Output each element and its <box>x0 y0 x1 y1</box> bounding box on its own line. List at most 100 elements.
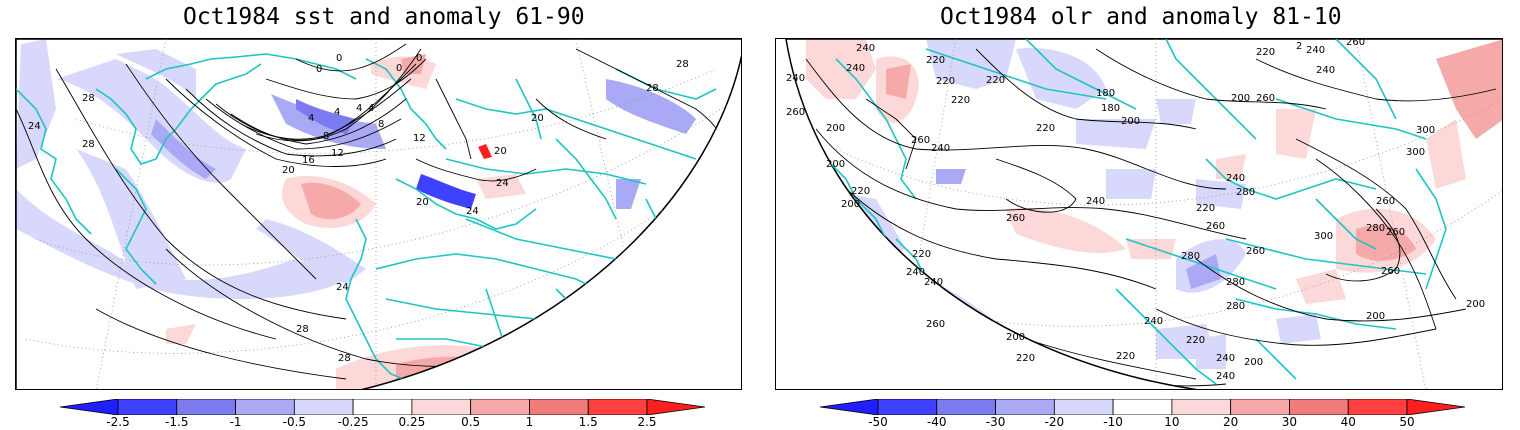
colorbar-segment <box>936 399 996 415</box>
contour-label: 20 <box>282 165 295 176</box>
contour-label: 240 <box>846 63 865 74</box>
contour-label: 180 <box>1101 103 1120 114</box>
colorbar-tick-label: 0.5 <box>461 415 481 429</box>
sst-map-svg: 0 0 0 0 4 4 4 4 8 8 12 12 16 20 20 20 20… <box>16 39 741 389</box>
contour-label: 200 <box>841 199 860 210</box>
contour-label: 24 <box>28 121 41 132</box>
contour-label: 220 <box>926 55 945 66</box>
contour-label: 4 <box>368 103 374 114</box>
contour-label: 240 <box>786 73 805 84</box>
colorbar-tick-label: 20 <box>1223 415 1239 429</box>
contour-label: 300 <box>1416 125 1435 136</box>
colorbar-segment <box>877 399 938 415</box>
colorbar-right-arrow <box>1406 399 1465 415</box>
contour-label: 280 <box>1366 223 1385 234</box>
contour-label: 24 <box>336 282 349 293</box>
colorbar-segment <box>1171 399 1232 415</box>
contour-label: 200 <box>826 159 845 170</box>
contour-label: 260 <box>926 319 945 330</box>
contour-label: 220 <box>912 249 931 260</box>
olr-map-svg: 240 240 240 220 220 220 220 2 240 260 26… <box>785 39 1502 389</box>
colorbar-tick-label: 40 <box>1340 415 1356 429</box>
contour-label: 20 <box>416 197 429 208</box>
colorbar-tick-label: 0.25 <box>398 415 426 429</box>
colorbar-segment <box>117 399 178 415</box>
contour-label: 200 <box>1466 299 1485 310</box>
contour-label: 200 <box>826 123 845 134</box>
contour-label: 200 <box>1244 357 1263 368</box>
contour-label: 16 <box>302 155 315 166</box>
contour-label: 20 <box>494 146 507 157</box>
contour-label: 24 <box>466 206 479 217</box>
contour-label: 220 <box>986 75 1005 86</box>
right-panel-title: Oct1984 olr and anomaly 81-10 <box>940 4 1342 30</box>
olr-contour-labels: 240 240 240 220 220 220 220 2 240 260 26… <box>786 39 1485 382</box>
contour-label: 240 <box>1216 371 1235 382</box>
contour-label: 24 <box>496 178 509 189</box>
colorbar-tick-label: -1 <box>229 415 242 429</box>
contour-label: 220 <box>1256 47 1275 58</box>
colorbar-segment <box>352 399 413 415</box>
contour-label: 240 <box>1086 196 1105 207</box>
colorbar-segment <box>293 399 354 415</box>
contour-label: 200 <box>1231 93 1250 104</box>
colorbar-tick-label: -10 <box>1103 415 1123 429</box>
colorbar-tick-label: 2.5 <box>637 415 657 429</box>
contour-label: 28 <box>82 139 95 150</box>
contour-label: 240 <box>906 267 925 278</box>
contour-label: 0 <box>316 64 322 75</box>
contour-label: 200 <box>1121 116 1140 127</box>
contour-label: 200 <box>1366 311 1385 322</box>
contour-label: 260 <box>1386 227 1405 238</box>
sst-colorbar <box>60 399 705 415</box>
contour-label: 28 <box>338 353 351 364</box>
contour-label: 300 <box>1314 231 1333 242</box>
colorbar-segment <box>1347 399 1408 415</box>
contour-label: 260 <box>1246 246 1265 257</box>
colorbar-segment <box>235 399 295 415</box>
colorbar-tick-label: -1.5 <box>165 415 189 429</box>
contour-label: 28 <box>676 59 689 70</box>
colorbar-tick-label: -30 <box>985 415 1006 429</box>
contour-label: 4 <box>334 107 340 118</box>
contour-label: 0 <box>336 53 342 64</box>
colorbar-segment <box>1112 399 1173 415</box>
left-panel-title: Oct1984 sst and anomaly 61-90 <box>183 4 585 30</box>
colorbar-tick-label: -20 <box>1044 415 1065 429</box>
contour-label: 260 <box>1346 39 1365 48</box>
contour-label: 12 <box>413 133 426 144</box>
contour-label: 8 <box>378 119 384 130</box>
contour-label: 260 <box>1206 221 1225 232</box>
colorbar-tick-label: 1 <box>525 415 534 429</box>
contour-label: 240 <box>1316 65 1335 76</box>
olr-anomaly-map: 240 240 240 220 220 220 220 2 240 260 26… <box>775 38 1503 390</box>
contour-label: 28 <box>82 93 95 104</box>
contour-label: 220 <box>1016 353 1035 364</box>
colorbar-left-arrow <box>820 399 879 415</box>
contour-label: 28 <box>646 83 659 94</box>
contour-label: 240 <box>1216 353 1235 364</box>
colorbar-tick-label: -40 <box>926 415 947 429</box>
contour-label: 4 <box>356 103 362 114</box>
colorbar-tick-label: 50 <box>1399 415 1415 429</box>
contour-label: 260 <box>1256 93 1275 104</box>
contour-label: 240 <box>1144 316 1163 327</box>
colorbar-left-arrow <box>60 399 119 415</box>
contour-label: 200 <box>1006 332 1025 343</box>
contour-label: 280 <box>1181 251 1200 262</box>
colorbar-segment <box>995 399 1055 415</box>
contour-label: 12 <box>331 148 344 159</box>
contour-label: 220 <box>851 186 870 197</box>
colorbar-segment <box>1230 399 1290 415</box>
colorbar-tick-label: 30 <box>1281 415 1298 429</box>
contour-label: 260 <box>786 107 805 118</box>
colorbar-segment <box>411 399 472 415</box>
contour-label: 180 <box>1096 88 1115 99</box>
contour-label: 300 <box>1406 147 1425 158</box>
contour-label: 240 <box>924 277 943 288</box>
contour-label: 220 <box>1196 203 1215 214</box>
contour-label: 240 <box>1226 173 1245 184</box>
colorbar-segment <box>176 399 236 415</box>
colorbar-tick-label: 10 <box>1164 415 1180 429</box>
colorbar-segment <box>470 399 530 415</box>
